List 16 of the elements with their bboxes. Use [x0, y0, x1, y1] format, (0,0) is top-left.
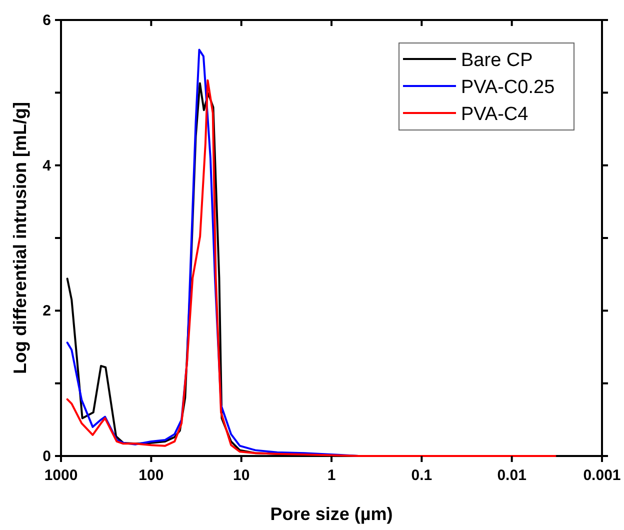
x-tick-label: 0.1 [411, 467, 432, 484]
legend-label: PVA-C0.25 [461, 77, 555, 98]
y-tick-label: 0 [42, 448, 51, 465]
x-axis-title: Pore size (µm) [270, 504, 393, 524]
x-tick-label: 1 [327, 467, 336, 484]
x-tick-label: 0.01 [497, 467, 526, 484]
y-tick-label: 6 [42, 12, 51, 29]
legend-label: PVA-C4 [461, 104, 529, 125]
x-tick-label: 0.001 [583, 467, 621, 484]
x-tick-label: 10 [232, 467, 250, 484]
y-tick-label: 2 [42, 302, 51, 320]
x-tick-label: 1000 [44, 467, 78, 484]
y-axis-title: Log differential intrusion [mL/g] [10, 102, 30, 374]
legend-label: Bare CP [461, 50, 533, 71]
x-tick-label: 100 [138, 467, 164, 484]
y-tick-label: 4 [42, 157, 52, 174]
